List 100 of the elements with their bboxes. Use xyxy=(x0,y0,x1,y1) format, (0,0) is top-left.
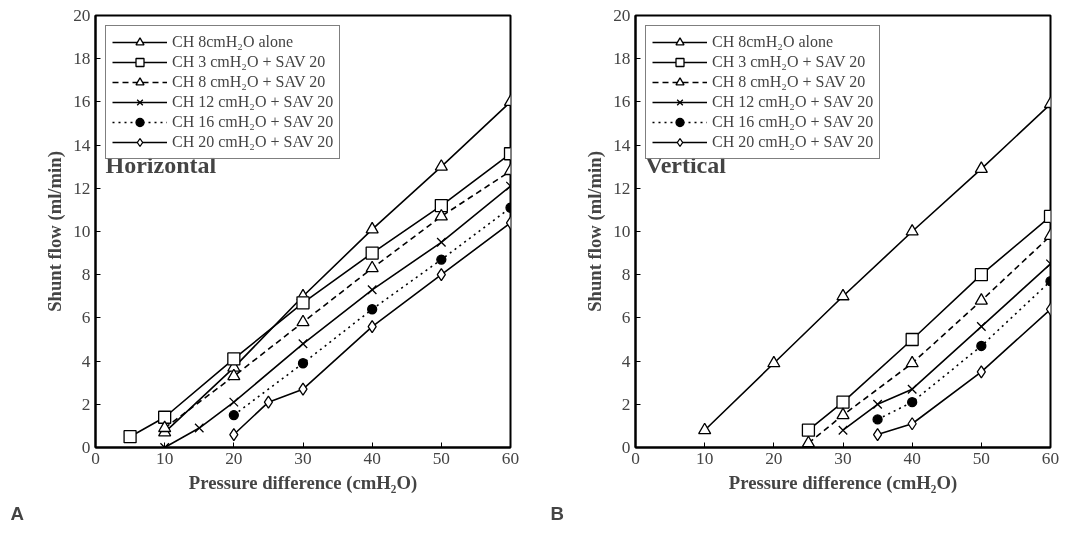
y-tick-label: 20 xyxy=(613,6,631,25)
point xyxy=(228,397,239,408)
x-tick-label: 20 xyxy=(225,448,243,468)
y-tick-label: 10 xyxy=(613,222,631,241)
y-tick-label: 6 xyxy=(81,308,91,328)
text: B xyxy=(550,502,564,524)
y-tick-label: 10 xyxy=(73,222,91,241)
x-tick-label: 50 xyxy=(972,448,990,468)
point xyxy=(227,352,241,366)
y-tick-label: 8 xyxy=(81,265,91,285)
y-tick-label: 8 xyxy=(621,265,631,285)
point xyxy=(907,384,918,395)
point xyxy=(297,358,309,369)
legend-label: CH 16 cmH₂O + SAV 20 xyxy=(712,113,874,131)
point xyxy=(194,423,205,433)
point xyxy=(296,296,310,310)
point xyxy=(298,382,308,396)
x-tick-label: 30 xyxy=(834,448,852,468)
point xyxy=(436,268,446,282)
legend-label: CH 3 cmH₂O + SAV 20 xyxy=(712,53,866,71)
point xyxy=(767,355,781,368)
x-tick-label: 10 xyxy=(696,448,714,468)
point xyxy=(801,423,816,437)
point xyxy=(905,332,919,347)
y-tick-label: 6 xyxy=(621,308,631,328)
point xyxy=(434,159,448,171)
text: A xyxy=(10,502,24,524)
point xyxy=(836,407,850,420)
point xyxy=(974,268,988,282)
point xyxy=(907,397,918,408)
point xyxy=(434,198,448,213)
point xyxy=(976,340,987,352)
y-tick-label: 12 xyxy=(73,178,91,198)
point xyxy=(296,314,310,327)
point xyxy=(872,427,883,442)
point xyxy=(367,284,378,295)
point xyxy=(836,395,850,409)
point xyxy=(905,355,919,368)
legend-label: CH 8cmH₂O alone xyxy=(712,33,834,51)
y-tick-label: 14 xyxy=(613,135,631,155)
legend-label: CH 16 cmH₂O + SAV 20 xyxy=(172,113,334,131)
y-tick-label: 18 xyxy=(613,49,631,69)
point xyxy=(801,435,816,448)
point xyxy=(158,410,172,424)
x-tick-label: 30 xyxy=(294,448,312,468)
point xyxy=(365,221,379,234)
point xyxy=(974,293,988,305)
point xyxy=(974,161,988,173)
point xyxy=(698,422,712,435)
x-tick-label: 20 xyxy=(765,448,783,468)
point xyxy=(298,338,308,349)
x-tick-label: 40 xyxy=(903,448,921,468)
y-axis-title: Shunt flow (ml/min) xyxy=(44,151,67,312)
point xyxy=(228,409,239,421)
y-tick-label: 20 xyxy=(73,6,91,25)
y-tick-label: 16 xyxy=(613,92,631,112)
y-tick-label: 4 xyxy=(81,351,91,371)
x-tick-label: 60 xyxy=(1041,448,1060,468)
y-axis-title: Shunt flow (ml/min) xyxy=(584,151,607,312)
legend-label: CH 3 cmH₂O + SAV 20 xyxy=(172,53,326,71)
point xyxy=(976,365,986,379)
point xyxy=(227,368,241,381)
legend-label: CH 12 cmH₂O + SAV 20 xyxy=(172,93,334,111)
point xyxy=(905,223,919,236)
point xyxy=(436,254,447,265)
legend-label: CH 8cmH₂O alone xyxy=(172,33,294,51)
x-axis-title: Pressure difference (cmH₂O) xyxy=(728,471,958,494)
point xyxy=(436,237,447,248)
point xyxy=(158,420,172,433)
point xyxy=(123,430,137,444)
point xyxy=(907,417,917,431)
x-axis-title: Pressure difference (cmH₂O) xyxy=(188,471,418,494)
y-tick-label: 2 xyxy=(621,394,631,414)
point xyxy=(367,304,378,315)
annotation: Vertical xyxy=(645,151,727,178)
x-tick-label: 60 xyxy=(501,448,520,468)
legend-label: CH 8 cmH₂O + SAV 20 xyxy=(172,73,326,91)
x-tick-label: 10 xyxy=(156,448,174,468)
y-tick-label: 12 xyxy=(613,178,631,198)
point xyxy=(365,260,379,273)
point xyxy=(872,399,883,410)
point xyxy=(872,414,883,425)
point xyxy=(976,321,987,332)
x-tick-label: 40 xyxy=(363,448,381,468)
point xyxy=(365,246,379,260)
y-tick-label: 18 xyxy=(73,49,91,69)
legend-label: CH 8 cmH₂O + SAV 20 xyxy=(712,73,866,91)
annotation: Horizontal xyxy=(105,151,217,178)
y-tick-label: 16 xyxy=(73,92,91,112)
point xyxy=(838,425,848,436)
point xyxy=(434,208,448,221)
point xyxy=(836,288,850,301)
y-tick-label: 2 xyxy=(81,394,91,414)
legend-label: CH 12 cmH₂O + SAV 20 xyxy=(712,93,874,111)
point xyxy=(263,395,274,409)
legend-label: CH 20 cmH₂O + SAV 20 xyxy=(172,133,334,151)
legend-label: CH 20 cmH₂O + SAV 20 xyxy=(712,133,874,151)
x-tick-label: 50 xyxy=(432,448,450,468)
y-tick-label: 14 xyxy=(73,135,91,155)
y-tick-label: 4 xyxy=(621,351,631,371)
